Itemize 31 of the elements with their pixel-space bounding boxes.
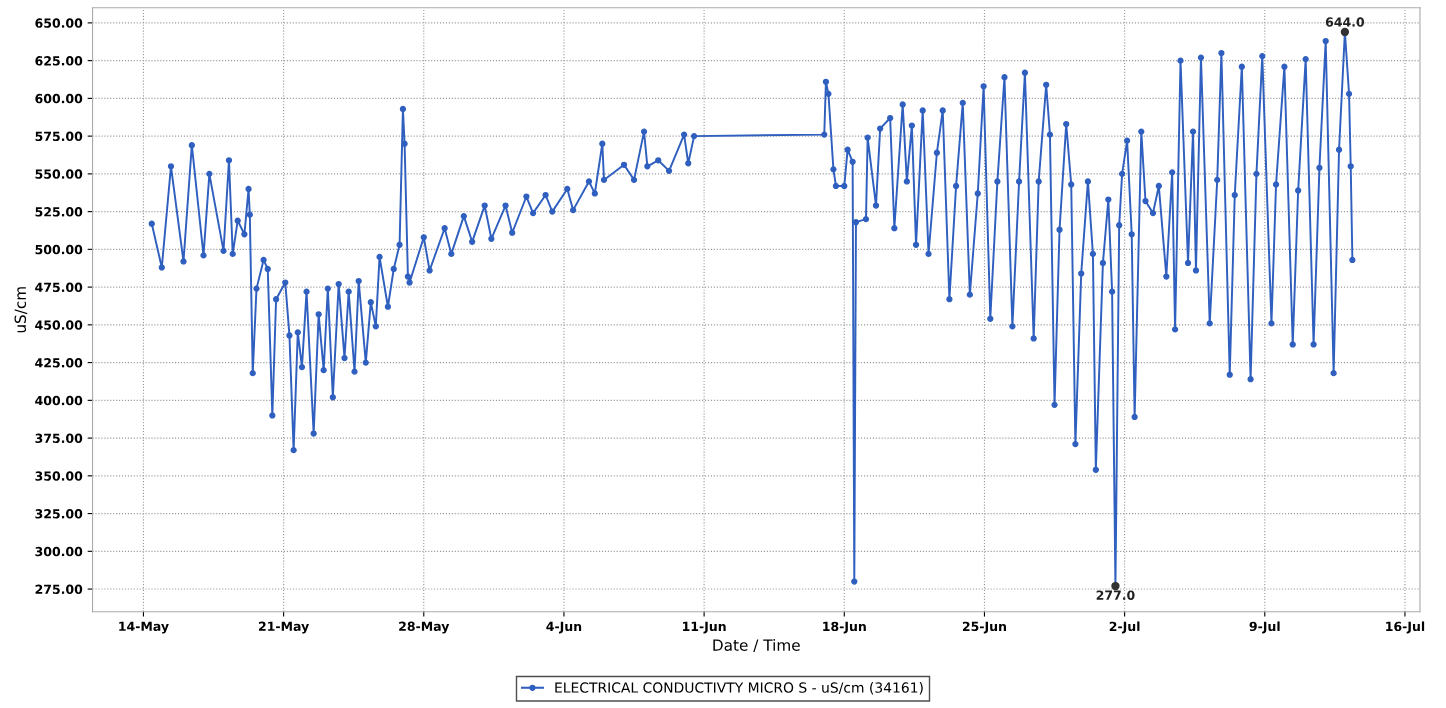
annotation: 644.0 (1325, 17, 1365, 27)
x-tick-label: 28-May (399, 621, 450, 634)
y-tick-label: 475.00 (35, 282, 83, 293)
legend-label: ELECTRICAL CONDUCTIVTY MICRO S - uS/cm (34161) (555, 682, 923, 695)
y-tick-label: 375.00 (35, 433, 83, 444)
y-tick-label: 550.00 (35, 169, 83, 179)
y-tick-label: 275.00 (35, 584, 83, 594)
y-tick-label: 525.00 (35, 207, 83, 217)
y-tick-label: 650.00 (35, 18, 83, 28)
y-tick-label: 600.00 (35, 93, 83, 104)
y-axis-title: uS/cm (14, 287, 28, 333)
x-tick-label: 11-Jun (683, 621, 726, 634)
x-tick-label: 2-Jul (1109, 621, 1140, 634)
y-tick-label: 350.00 (35, 471, 83, 481)
y-tick-label: 500.00 (35, 244, 83, 255)
y-tick-label: 325.00 (35, 509, 83, 519)
y-tick-label: 450.00 (35, 320, 83, 330)
x-tick-label: 9-Jul (1249, 621, 1280, 634)
y-tick-label: 300.00 (35, 546, 83, 557)
x-tick-label: 18-Jun (823, 621, 866, 634)
annotation: 277.0 (1096, 590, 1135, 600)
x-axis-title: Date / Time (713, 639, 800, 653)
x-tick-label: 25-Jun (962, 621, 1006, 634)
x-tick-label: 4-Jun (546, 621, 582, 634)
x-tick-label: 16-Jul (1386, 621, 1425, 634)
x-tick-label: 21-May (258, 621, 309, 634)
y-tick-label: 400.00 (35, 395, 83, 406)
x-tick-label: 14-May (119, 621, 169, 634)
y-tick-label: 425.00 (35, 358, 83, 368)
y-tick-label: 625.00 (35, 56, 83, 66)
y-tick-label: 575.00 (35, 131, 83, 142)
